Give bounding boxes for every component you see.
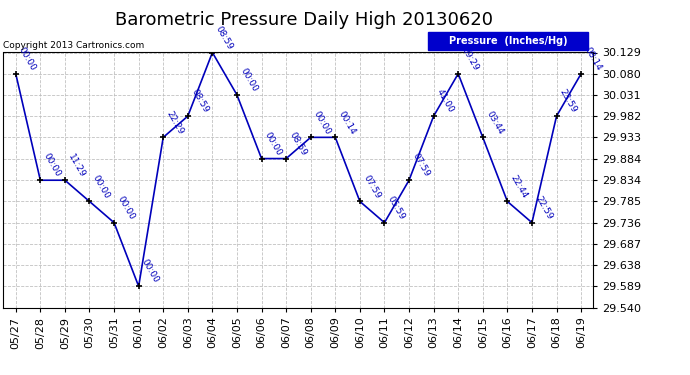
Text: 00:00: 00:00: [312, 109, 333, 136]
Text: 00:00: 00:00: [115, 194, 136, 221]
Text: 00:00: 00:00: [263, 130, 284, 157]
Text: 08:14: 08:14: [582, 45, 603, 72]
Text: 00:14: 00:14: [337, 109, 357, 136]
Text: 08:59: 08:59: [288, 130, 308, 157]
Text: Pressure  (Inches/Hg): Pressure (Inches/Hg): [448, 36, 567, 46]
Text: 05:59: 05:59: [386, 194, 406, 221]
Text: 08:59: 08:59: [189, 88, 210, 115]
Text: 41:00: 41:00: [435, 88, 455, 115]
Text: 22:44: 22:44: [509, 174, 529, 200]
Text: Barometric Pressure Daily High 20130620: Barometric Pressure Daily High 20130620: [115, 11, 493, 29]
Text: 09:29: 09:29: [460, 45, 480, 72]
Text: 03:44: 03:44: [484, 109, 505, 136]
Text: 22:59: 22:59: [533, 195, 554, 221]
Text: 00:00: 00:00: [41, 152, 62, 179]
Text: 00:00: 00:00: [91, 173, 112, 200]
Text: 00:00: 00:00: [140, 258, 161, 285]
Text: 07:59: 07:59: [362, 173, 382, 200]
Text: Copyright 2013 Cartronics.com: Copyright 2013 Cartronics.com: [3, 41, 145, 50]
Text: 00:00: 00:00: [17, 45, 38, 72]
Text: 22:29: 22:29: [165, 110, 185, 136]
FancyBboxPatch shape: [428, 32, 587, 50]
Text: 08:59: 08:59: [214, 24, 235, 51]
Text: 23:59: 23:59: [558, 88, 579, 115]
Text: 11:29: 11:29: [66, 152, 87, 179]
Text: 07:59: 07:59: [411, 152, 431, 179]
Text: 00:00: 00:00: [238, 67, 259, 93]
